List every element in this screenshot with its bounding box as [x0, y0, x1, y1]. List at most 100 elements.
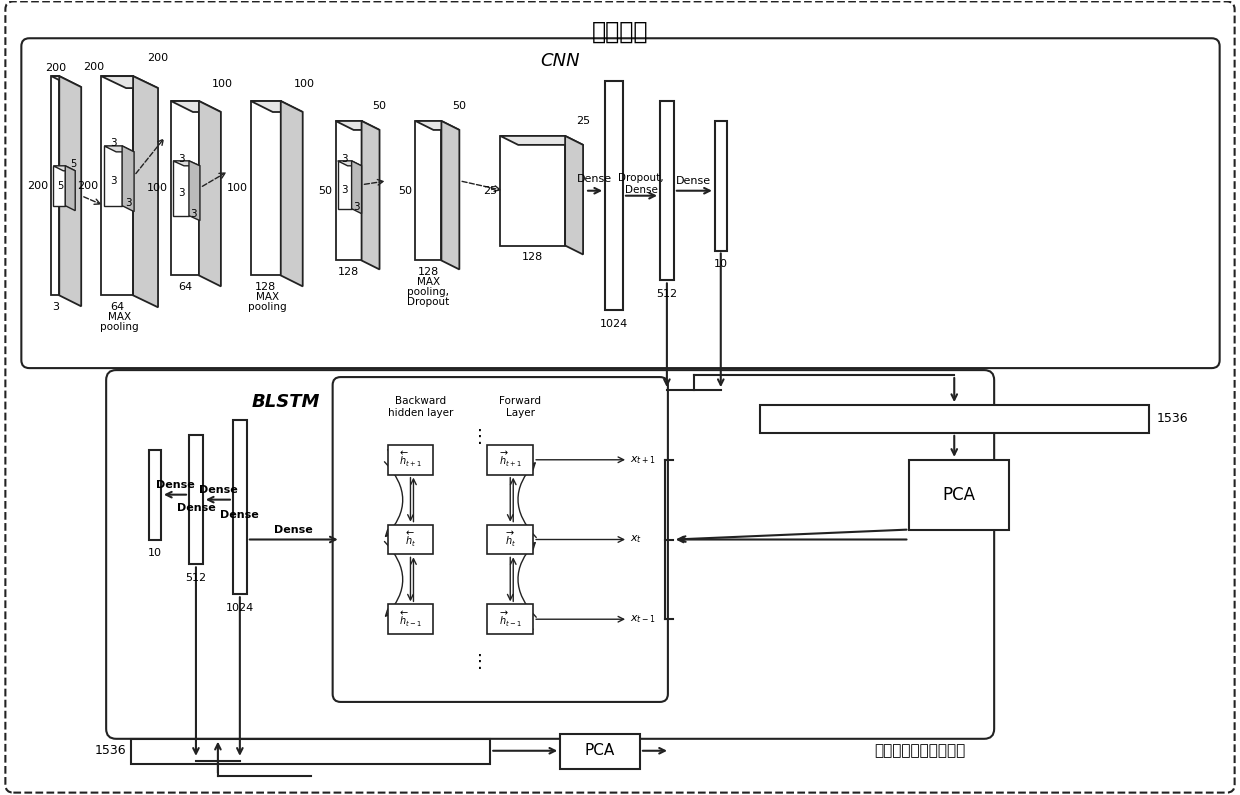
Text: $\overrightarrow{h}_{t}$: $\overrightarrow{h}_{t}$ — [505, 529, 516, 549]
Polygon shape — [133, 76, 157, 308]
Polygon shape — [250, 101, 280, 275]
Text: 200: 200 — [77, 180, 98, 191]
Text: 128: 128 — [255, 282, 277, 293]
FancyBboxPatch shape — [487, 604, 533, 634]
Text: MAX: MAX — [257, 293, 279, 302]
Text: Dense: Dense — [577, 174, 611, 184]
Text: 3: 3 — [353, 202, 360, 211]
Text: $x_{t+1}$: $x_{t+1}$ — [630, 454, 656, 466]
Polygon shape — [336, 121, 362, 261]
Text: MAX: MAX — [108, 312, 130, 322]
Text: 25: 25 — [577, 116, 590, 126]
Text: 10: 10 — [148, 549, 162, 558]
Polygon shape — [66, 166, 76, 211]
Text: 128: 128 — [339, 267, 360, 277]
Text: CNN: CNN — [541, 52, 580, 70]
FancyBboxPatch shape — [388, 525, 434, 554]
Polygon shape — [174, 161, 200, 166]
Text: 3: 3 — [341, 154, 348, 164]
Text: pooling,: pooling, — [408, 287, 449, 297]
Text: MAX: MAX — [417, 277, 440, 288]
Polygon shape — [53, 166, 66, 206]
Text: 64: 64 — [177, 282, 192, 293]
FancyBboxPatch shape — [487, 445, 533, 475]
Polygon shape — [104, 145, 134, 152]
Polygon shape — [337, 161, 352, 208]
Text: 3: 3 — [110, 176, 117, 186]
Text: $\overleftarrow{h}_{t-1}$: $\overleftarrow{h}_{t-1}$ — [399, 610, 422, 629]
Polygon shape — [337, 161, 362, 166]
Polygon shape — [104, 145, 122, 206]
Polygon shape — [280, 101, 303, 286]
Text: 100: 100 — [212, 79, 233, 89]
Text: 200: 200 — [45, 63, 66, 73]
Polygon shape — [188, 161, 200, 221]
Text: 1024: 1024 — [600, 320, 629, 329]
Polygon shape — [51, 76, 60, 296]
Text: pooling: pooling — [99, 322, 139, 332]
Text: $x_{t}$: $x_{t}$ — [630, 533, 642, 545]
Text: 100: 100 — [294, 79, 315, 89]
Text: Dense: Dense — [176, 502, 216, 513]
FancyBboxPatch shape — [660, 101, 673, 281]
Text: 高级多层深度时空特征: 高级多层深度时空特征 — [874, 743, 966, 758]
Text: 50: 50 — [398, 186, 413, 196]
Polygon shape — [198, 101, 221, 286]
Text: 深度网络: 深度网络 — [591, 19, 649, 43]
Text: 5: 5 — [71, 159, 77, 169]
Polygon shape — [352, 161, 362, 214]
Text: Dropout,
Dense: Dropout, Dense — [619, 173, 663, 195]
Text: 3: 3 — [125, 198, 131, 207]
FancyBboxPatch shape — [149, 450, 161, 540]
Polygon shape — [565, 136, 583, 254]
Polygon shape — [250, 101, 303, 112]
Text: $\overleftarrow{h}_{t+1}$: $\overleftarrow{h}_{t+1}$ — [399, 450, 422, 469]
FancyBboxPatch shape — [233, 420, 247, 595]
Text: 128: 128 — [418, 267, 439, 277]
Text: $\overleftarrow{h}_{t}$: $\overleftarrow{h}_{t}$ — [405, 529, 417, 549]
Text: 100: 100 — [148, 183, 167, 192]
FancyBboxPatch shape — [714, 121, 727, 250]
Text: PCA: PCA — [585, 743, 615, 758]
FancyBboxPatch shape — [909, 460, 1009, 529]
Text: 3: 3 — [177, 188, 185, 198]
Text: BLSTM: BLSTM — [252, 393, 320, 411]
Polygon shape — [500, 136, 583, 145]
Text: Dense: Dense — [198, 485, 237, 494]
Text: Dropout: Dropout — [407, 297, 450, 308]
Polygon shape — [415, 121, 459, 130]
Polygon shape — [53, 166, 76, 171]
Polygon shape — [102, 76, 157, 88]
Text: 50: 50 — [372, 101, 387, 111]
Text: PCA: PCA — [942, 486, 976, 504]
Polygon shape — [336, 121, 379, 130]
Text: 512: 512 — [186, 573, 207, 584]
Polygon shape — [362, 121, 379, 270]
Polygon shape — [174, 161, 188, 215]
Text: ⋮: ⋮ — [471, 653, 490, 671]
Text: 1024: 1024 — [226, 603, 254, 613]
Text: 200: 200 — [83, 62, 104, 72]
Text: 64: 64 — [110, 302, 124, 312]
Text: 25: 25 — [484, 186, 497, 196]
Text: ⋮: ⋮ — [471, 428, 490, 446]
Text: 50: 50 — [319, 186, 332, 196]
Text: $\overrightarrow{h}_{t+1}$: $\overrightarrow{h}_{t+1}$ — [498, 450, 522, 469]
FancyBboxPatch shape — [388, 445, 434, 475]
Text: $\overrightarrow{h}_{t-1}$: $\overrightarrow{h}_{t-1}$ — [498, 610, 522, 629]
Text: 3: 3 — [177, 154, 185, 164]
Polygon shape — [500, 136, 565, 246]
Polygon shape — [441, 121, 459, 270]
Text: 10: 10 — [714, 259, 728, 270]
Text: 512: 512 — [656, 289, 677, 300]
Polygon shape — [51, 76, 81, 87]
Polygon shape — [60, 76, 81, 306]
Text: 3: 3 — [52, 302, 58, 312]
Text: 5: 5 — [57, 180, 63, 191]
FancyBboxPatch shape — [487, 525, 533, 554]
Text: 128: 128 — [522, 253, 543, 262]
Text: $x_{t-1}$: $x_{t-1}$ — [630, 613, 656, 625]
Text: Dense: Dense — [676, 176, 712, 186]
FancyBboxPatch shape — [760, 405, 1148, 432]
Text: Forward
Layer: Forward Layer — [500, 396, 541, 417]
